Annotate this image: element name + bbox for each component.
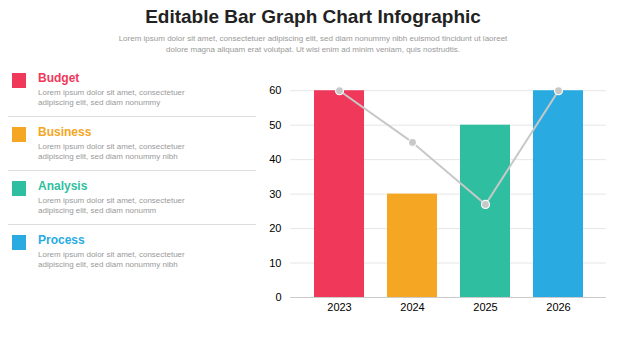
svg-text:50: 50 [269,119,281,131]
svg-text:30: 30 [269,188,281,200]
svg-text:40: 40 [269,153,281,165]
svg-text:2024: 2024 [400,301,424,313]
svg-text:0: 0 [275,291,281,303]
html-text:Business: Business [38,125,92,139]
svg-text:20: 20 [269,222,281,234]
svg-text:2026: 2026 [546,301,570,313]
html-text:Lorem ipsum dolor sit amet, co: Lorem ipsum dolor sit amet, consectetuer… [118,34,508,43]
html-text:Budget: Budget [38,71,80,85]
svg-text:2025: 2025 [473,301,497,313]
html-text:adipiscing elit, sed diam nonu: adipiscing elit, sed diam nonummy nibh [38,152,178,161]
html-text:Editable Bar Graph Chart Infog: Editable Bar Graph Chart Infographic [145,6,481,27]
svg-text:10: 10 [269,257,281,269]
svg-text:2023: 2023 [327,301,351,313]
html-text:adipiscing elit, sed diam nonu: adipiscing elit, sed diam nonummy nibh [38,260,178,269]
html-text:Lorem ipsum dolor sit amet, co: Lorem ipsum dolor sit amet, consectetuer [38,196,185,205]
html-text:Lorem ipsum dolor sit amet, co: Lorem ipsum dolor sit amet, consectetuer [38,88,185,97]
html-text:adipiscing elit, sed diam nonu: adipiscing elit, sed diam nonumm [38,206,157,215]
html-text:adipiscing elit, sed diam nonu: adipiscing elit, sed diam nonummy [38,98,161,107]
html-text:Process: Process [38,233,85,247]
html-text:Lorem ipsum dolor sit amet, co: Lorem ipsum dolor sit amet, consectetuer [38,250,185,259]
svg-text:60: 60 [269,84,281,96]
html-text:Lorem ipsum dolor sit amet, co: Lorem ipsum dolor sit amet, consectetuer [38,142,185,151]
html-text:Analysis: Analysis [38,179,88,193]
html-text:dolore magna aliquam erat volu: dolore magna aliquam erat volutpat. Ut w… [166,45,460,54]
